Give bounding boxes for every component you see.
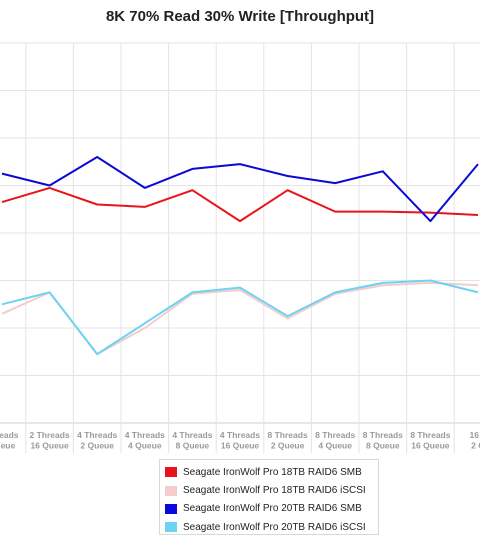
series-line-1[interactable] [1, 186, 479, 223]
legend-item[interactable]: Seagate IronWolf Pro 20TB RAID6 SMB [165, 500, 378, 518]
legend-label: Seagate IronWolf Pro 20TB RAID6 SMB [183, 503, 362, 515]
x-tick-label: 8 Threads [363, 430, 403, 440]
legend-swatch [165, 503, 177, 514]
x-tick-label: 8 Threads [315, 430, 355, 440]
x-tick-label: 16 Queue [221, 441, 260, 451]
x-tick-label: 4 Queue [318, 441, 352, 451]
x-tick-label: 16 T [469, 430, 480, 440]
chart-title: 8K 70% Read 30% Write [Throughput] [105, 8, 375, 25]
legend-swatch [165, 467, 177, 478]
x-tick-label: 8 Queue [366, 441, 400, 451]
x-tick-label: 8 Threads [268, 430, 308, 440]
series-line-3[interactable] [1, 156, 479, 223]
legend-label: Seagate IronWolf Pro 18TB RAID6 SMB [183, 466, 362, 478]
x-tick-label: Queue [0, 441, 15, 451]
x-tick-label: 8 Threads [410, 430, 450, 440]
series-line-4[interactable] [1, 279, 479, 356]
legend-item[interactable]: Seagate IronWolf Pro 20TB RAID6 iSCSI [165, 518, 378, 536]
x-tick-label: 4 Threads [220, 430, 260, 440]
x-tick-label: Threads [0, 430, 19, 440]
legend-item[interactable]: Seagate IronWolf Pro 18TB RAID6 SMB [165, 463, 378, 481]
legend-swatch [165, 485, 177, 496]
legend-label: Seagate IronWolf Pro 20TB RAID6 iSCSI [183, 521, 366, 533]
legend: Seagate IronWolf Pro 18TB RAID6 SMB Seag… [159, 459, 379, 535]
x-tick-label: 16 Queue [411, 441, 450, 451]
x-tick-label: 4 Threads [125, 430, 165, 440]
legend-swatch [165, 522, 177, 533]
x-tick-label: 2 Q [471, 441, 480, 451]
series-lines [1, 156, 479, 356]
x-tick-label: 2 Queue [80, 441, 114, 451]
x-tick-label: 8 Queue [176, 441, 210, 451]
grid-lines [0, 42, 480, 453]
x-tick-label: 16 Queue [30, 441, 69, 451]
x-tick-label: 2 Queue [271, 441, 305, 451]
x-tick-label: 4 Threads [77, 430, 117, 440]
x-tick-label: 4 Threads [172, 430, 212, 440]
legend-item[interactable]: Seagate IronWolf Pro 18TB RAID6 iSCSI [165, 481, 378, 499]
legend-label: Seagate IronWolf Pro 18TB RAID6 iSCSI [183, 485, 366, 497]
x-tick-label: 2 Threads [30, 430, 70, 440]
x-tick-label: 4 Queue [128, 441, 162, 451]
